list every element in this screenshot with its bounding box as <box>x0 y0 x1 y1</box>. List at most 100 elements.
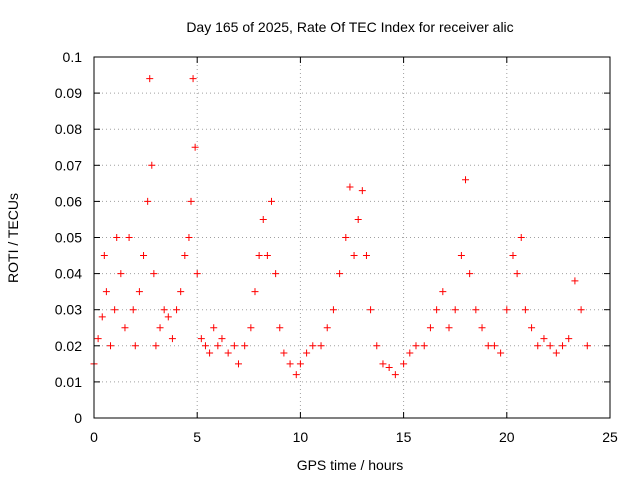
y-tick-label: 0.02 <box>55 338 82 354</box>
data-point <box>148 161 156 169</box>
data-point <box>173 306 181 314</box>
data-point <box>367 306 375 314</box>
data-point <box>187 197 195 205</box>
data-point <box>156 324 164 332</box>
data-point <box>125 234 133 241</box>
data-point <box>521 306 529 314</box>
x-tick-label: 15 <box>396 429 412 445</box>
data-point <box>100 252 108 260</box>
data-point <box>546 342 554 350</box>
data-point <box>152 342 160 350</box>
data-point <box>583 342 591 350</box>
data-point <box>346 183 354 191</box>
data-points <box>90 75 591 379</box>
data-point <box>251 288 259 296</box>
x-tick-label: 10 <box>293 429 309 445</box>
data-point <box>559 342 567 350</box>
y-tick-label: 0.07 <box>55 157 82 173</box>
grid-lines <box>94 57 610 418</box>
data-point <box>517 234 525 241</box>
data-point <box>540 335 548 343</box>
data-point <box>131 342 139 350</box>
data-point <box>214 342 222 350</box>
data-point <box>400 360 408 368</box>
data-point <box>286 360 294 368</box>
data-point <box>303 349 311 357</box>
data-point <box>94 335 102 343</box>
data-point <box>135 288 143 296</box>
data-point <box>552 349 560 357</box>
data-point <box>292 371 300 379</box>
data-point <box>385 363 393 371</box>
y-tick-label: 0.03 <box>55 302 82 318</box>
data-point <box>189 75 197 83</box>
data-point <box>534 342 542 350</box>
data-point <box>129 306 137 314</box>
data-point <box>121 324 129 332</box>
data-point <box>107 342 115 350</box>
axis-ticks <box>93 56 611 419</box>
data-point <box>259 215 267 223</box>
y-axis-label: ROTI / TECUs <box>5 193 21 283</box>
data-point <box>354 215 362 223</box>
data-point <box>280 349 288 357</box>
y-tick-label: 0.01 <box>55 374 82 390</box>
data-point <box>509 252 517 260</box>
chart-title: Day 165 of 2025, Rate Of TEC Index for r… <box>186 19 513 35</box>
data-point <box>234 360 242 368</box>
data-point <box>323 324 331 332</box>
x-tick-label: 20 <box>499 429 515 445</box>
x-axis-label: GPS time / hours <box>297 457 404 473</box>
data-point <box>528 324 536 332</box>
data-point <box>342 234 350 241</box>
data-point <box>117 270 125 278</box>
data-point <box>445 324 453 332</box>
data-point <box>268 197 276 205</box>
data-point <box>263 252 271 260</box>
x-tick-labels: 0 5 10 15 20 25 <box>90 429 618 445</box>
data-point <box>160 306 168 314</box>
data-point <box>193 270 201 278</box>
data-point <box>420 342 428 350</box>
data-point <box>329 306 337 314</box>
data-point <box>181 252 189 260</box>
data-point <box>272 270 280 278</box>
data-point <box>241 342 249 350</box>
data-point <box>201 342 209 350</box>
data-point <box>164 313 172 321</box>
x-tick-label: 25 <box>602 429 618 445</box>
data-point <box>98 313 106 321</box>
data-point <box>197 335 205 343</box>
data-point <box>150 270 158 278</box>
data-point <box>426 324 434 332</box>
data-point <box>230 342 238 350</box>
data-point <box>565 335 573 343</box>
y-tick-label: 0.05 <box>55 230 82 246</box>
data-point <box>406 349 414 357</box>
data-point <box>111 306 119 314</box>
data-point <box>210 324 218 332</box>
data-point <box>490 342 498 350</box>
data-point <box>247 324 255 332</box>
y-tick-label: 0.1 <box>63 49 83 65</box>
y-tick-label: 0.09 <box>55 85 82 101</box>
data-point <box>503 306 511 314</box>
data-point <box>457 252 465 260</box>
data-point <box>484 342 492 350</box>
data-point <box>412 342 420 350</box>
y-tick-label: 0.04 <box>55 266 82 282</box>
data-point <box>379 360 387 368</box>
data-point <box>358 187 366 195</box>
data-point <box>336 270 344 278</box>
data-point <box>191 143 199 151</box>
data-point <box>276 324 284 332</box>
data-point <box>146 75 154 83</box>
data-point <box>113 234 121 241</box>
data-point <box>466 270 474 278</box>
data-point <box>140 252 148 260</box>
data-point <box>577 306 585 314</box>
y-tick-labels: 0 0.01 0.02 0.03 0.04 0.05 0.06 0.07 0.08 0.09 0.1 <box>55 49 82 426</box>
data-point <box>451 306 459 314</box>
